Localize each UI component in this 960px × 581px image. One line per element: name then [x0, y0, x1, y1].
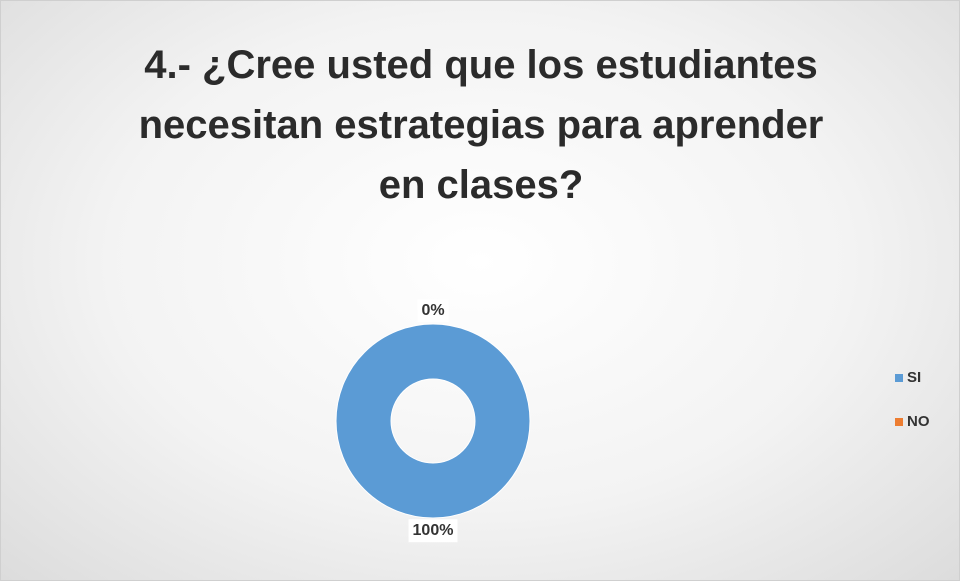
data-label-box	[417, 299, 449, 323]
legend-swatch	[895, 418, 903, 426]
data-label-box	[408, 519, 458, 543]
chart-title: 4.- ¿Cree usted que los estudiantes nece…	[138, 43, 824, 207]
legend-swatch	[895, 374, 903, 382]
donut-slice	[335, 323, 531, 519]
data-label: 100%	[413, 522, 454, 539]
data-label: 0%	[421, 302, 444, 319]
legend-label: NO	[907, 413, 930, 430]
legend-label: SI	[907, 369, 921, 386]
